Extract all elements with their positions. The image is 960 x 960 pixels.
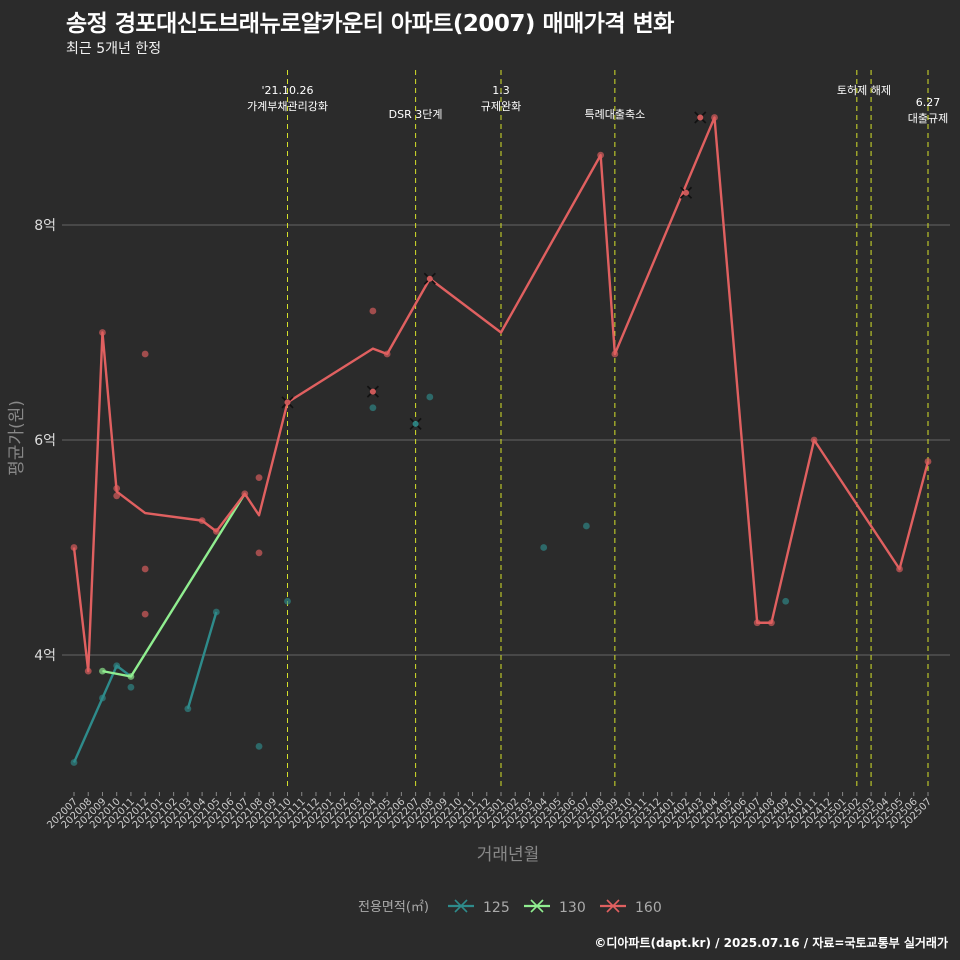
data-point-125 [99, 694, 106, 702]
cross-marker-160-dot [369, 388, 376, 395]
data-point-160 [198, 517, 206, 525]
data-point-160 [896, 565, 903, 573]
data-point-160 [810, 436, 818, 444]
event-annotation: 1.3 [492, 84, 510, 97]
data-point-160 [241, 490, 249, 498]
data-point-160 [924, 458, 932, 465]
data-point-125 [284, 597, 291, 605]
data-point-160 [141, 610, 149, 618]
x-axis-title: 거래년월 [477, 845, 540, 865]
data-point-125 [426, 393, 434, 401]
series-125 [70, 393, 790, 766]
data-point-160 [70, 544, 78, 551]
data-point-160 [369, 307, 377, 315]
data-point-125 [127, 683, 135, 691]
event-annotation: '21.10.26 [261, 84, 313, 97]
y-tick-label: 8억 [34, 218, 56, 234]
series-group [70, 111, 932, 766]
data-point-125 [782, 597, 790, 605]
legend-item-160: 160 [600, 899, 662, 916]
data-point-130 [99, 667, 106, 675]
legend: 전용면적(㎡) 125 130 160 [358, 899, 662, 916]
data-point-160 [141, 350, 149, 358]
legend-item-130: 130 [524, 899, 586, 916]
data-point-160 [113, 492, 121, 500]
data-point-125 [212, 608, 220, 616]
cross-marker-160-dot [683, 189, 690, 196]
cross-marker-160-dot [697, 114, 704, 121]
data-point-160 [255, 474, 263, 482]
data-point-125 [70, 759, 78, 766]
data-point-160 [212, 527, 220, 535]
legend-label: 130 [559, 900, 586, 916]
legend-swatch-cross [606, 899, 620, 913]
legend-title: 전용면적(㎡) [358, 900, 429, 915]
event-annotation: 토허제 해제 [837, 83, 891, 97]
legend-label: 125 [483, 900, 510, 916]
y-axis-title: 평균가(원) [7, 400, 27, 476]
series-160 [70, 111, 932, 675]
data-point-160 [84, 667, 92, 675]
legend-swatch-cross [530, 899, 544, 913]
legend-swatch-cross [454, 899, 468, 913]
data-point-130 [127, 673, 135, 680]
event-annotation: 대출규제 [908, 112, 948, 125]
legend-label: 160 [635, 900, 662, 916]
data-point-160 [113, 484, 121, 492]
event-annotation: 규제완화 [481, 100, 521, 113]
data-point-125 [369, 404, 377, 412]
grid-lines [62, 224, 950, 656]
source-caption: ©디아파트(dapt.kr) / 2025.07.16 / 자료=국토교통부 실… [594, 936, 948, 950]
series-line-125 [186, 611, 218, 710]
data-point-160 [711, 114, 718, 121]
y-axis-ticks: 4억 6억 8억 [34, 218, 56, 664]
data-point-160 [383, 350, 391, 358]
event-annotation: 특례대출축소 [584, 108, 645, 121]
event-annotation: DSR 3단계 [389, 108, 443, 121]
data-point-160 [768, 619, 775, 627]
data-point-160 [753, 619, 761, 627]
data-point-125 [583, 522, 590, 530]
series-line-125 [72, 664, 132, 763]
event-annotation: 가계부채관리강화 [247, 100, 328, 113]
cross-marker-125-dot [412, 420, 419, 427]
cross-marker-160-dot [284, 399, 291, 406]
data-point-160 [611, 350, 619, 358]
data-point-160 [99, 329, 106, 336]
policy-event-lines [287, 70, 929, 790]
data-point-125 [255, 742, 263, 750]
chart-title: 송정 경포대신도브래뉴로얄카운티 아파트(2007) 매매가격 변화 [66, 11, 674, 37]
series-line-160 [72, 116, 930, 673]
y-tick-label: 4억 [34, 648, 56, 664]
x-axis-ticks: 2020072020082020092020102020112020122021… [45, 792, 934, 831]
data-point-160 [141, 565, 149, 573]
data-point-160 [255, 549, 263, 557]
y-tick-label: 6억 [34, 433, 56, 449]
data-point-125 [184, 705, 192, 713]
chart-subtitle: 최근 5개년 한정 [66, 41, 162, 57]
data-point-125 [113, 662, 121, 670]
cross-marker-160-dot [426, 275, 433, 282]
data-point-160 [597, 151, 605, 159]
event-annotation: 6.27 [916, 96, 941, 109]
series-130 [99, 493, 246, 680]
data-point-125 [540, 544, 548, 551]
legend-item-125: 125 [448, 899, 510, 916]
